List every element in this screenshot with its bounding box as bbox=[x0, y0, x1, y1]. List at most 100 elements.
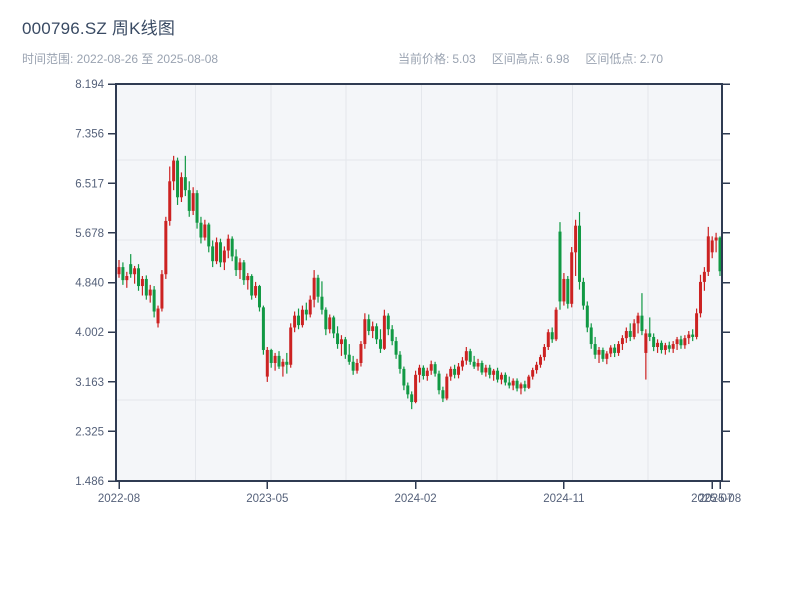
y-tick-label: 1.486 bbox=[75, 476, 104, 488]
candle-body bbox=[285, 361, 289, 365]
candle-body bbox=[297, 315, 301, 326]
candle-body bbox=[679, 339, 683, 346]
range-low-stat: 区间低点: 2.70 bbox=[585, 50, 663, 67]
candle-body bbox=[550, 332, 554, 340]
candle-body bbox=[183, 177, 187, 191]
candle-body bbox=[535, 364, 539, 371]
candle-body bbox=[515, 380, 519, 389]
candle-body bbox=[527, 376, 531, 388]
candle-body bbox=[211, 246, 215, 262]
candle-body bbox=[230, 238, 234, 257]
candle-body bbox=[667, 345, 671, 349]
candle-body bbox=[257, 286, 261, 308]
candle-body bbox=[176, 160, 180, 198]
candle-body bbox=[242, 262, 246, 281]
candle-body bbox=[546, 332, 550, 348]
candle-body bbox=[683, 338, 687, 346]
time-range-text: 时间范围: 2022-08-26 至 2025-08-08 bbox=[22, 52, 219, 66]
candle-body bbox=[433, 364, 437, 374]
y-tick-label: 2.325 bbox=[75, 426, 104, 438]
candle-body bbox=[531, 370, 535, 377]
candle-body bbox=[281, 361, 285, 367]
candle-body bbox=[691, 334, 695, 337]
candle-body bbox=[324, 309, 328, 330]
candle-body bbox=[468, 351, 472, 362]
candle-body bbox=[710, 240, 714, 253]
candle-body bbox=[355, 362, 359, 371]
candle-body bbox=[339, 339, 343, 345]
candle-body bbox=[125, 275, 129, 281]
candle-body bbox=[659, 342, 663, 350]
candle-body bbox=[371, 326, 375, 332]
candle-body bbox=[336, 333, 340, 345]
y-tick-label: 4.840 bbox=[75, 278, 104, 290]
candle-body bbox=[168, 181, 172, 221]
candle-body bbox=[129, 264, 133, 275]
candle-body bbox=[250, 275, 254, 296]
candle-body bbox=[238, 262, 242, 271]
chart-subtitle-row: 时间范围: 2022-08-26 至 2025-08-08 当前价格: 5.03 … bbox=[22, 50, 780, 67]
candle-body bbox=[351, 361, 355, 371]
candle-body bbox=[652, 336, 656, 348]
candle-body bbox=[702, 271, 706, 282]
candle-body bbox=[496, 370, 500, 380]
candle-body bbox=[398, 354, 402, 369]
x-tick-label: 2023-05 bbox=[246, 493, 288, 505]
candle-body bbox=[480, 362, 484, 373]
candle-body bbox=[566, 278, 570, 304]
candle-body bbox=[441, 390, 445, 399]
candle-body bbox=[406, 385, 410, 395]
candle-body bbox=[144, 278, 148, 296]
candle-body bbox=[460, 360, 464, 367]
range-high-value: 6.98 bbox=[546, 52, 570, 66]
candle-body bbox=[289, 327, 293, 365]
x-tick-label: 2024-11 bbox=[543, 493, 584, 505]
candle-body bbox=[663, 345, 667, 350]
candle-body bbox=[195, 193, 199, 223]
candle-body bbox=[378, 339, 382, 349]
candle-body bbox=[172, 160, 176, 182]
price-stats: 当前价格: 5.03 区间高点: 6.98 区间低点: 2.70 bbox=[398, 50, 663, 67]
candle-body bbox=[706, 236, 710, 272]
candle-body bbox=[332, 317, 336, 334]
candle-body bbox=[597, 349, 601, 355]
candle-body bbox=[234, 256, 238, 271]
candle-body bbox=[164, 220, 168, 275]
candle-body bbox=[148, 289, 152, 296]
candle-body bbox=[624, 331, 628, 339]
y-tick-label: 3.163 bbox=[75, 377, 104, 389]
candle-body bbox=[617, 344, 621, 353]
candle-body bbox=[273, 355, 277, 363]
chart-header: 000796.SZ 周K线图 时间范围: 2022-08-26 至 2025-0… bbox=[22, 14, 782, 66]
candle-body bbox=[222, 250, 226, 263]
candle-body bbox=[632, 323, 636, 337]
candle-body bbox=[538, 357, 542, 365]
candle-body bbox=[382, 315, 386, 349]
range-high-label: 区间高点: bbox=[491, 52, 544, 66]
candle-body bbox=[394, 341, 398, 355]
x-tick-label: 2024-02 bbox=[394, 493, 436, 505]
candle-body bbox=[570, 252, 574, 304]
candle-body bbox=[601, 349, 605, 359]
candle-body bbox=[558, 231, 562, 302]
candle-body bbox=[277, 355, 281, 367]
y-tick-label: 7.356 bbox=[75, 129, 104, 141]
candle-body bbox=[375, 326, 379, 340]
candle-body bbox=[484, 367, 488, 373]
candle-body bbox=[215, 242, 219, 262]
candle-body bbox=[156, 308, 160, 324]
candle-body bbox=[675, 339, 679, 345]
candle-body bbox=[218, 242, 222, 263]
candle-body bbox=[421, 367, 425, 377]
plot-background bbox=[116, 84, 722, 481]
candle-body bbox=[574, 225, 578, 253]
candle-body bbox=[207, 224, 211, 247]
candle-body bbox=[261, 307, 265, 350]
x-tick-label: 2025-07 bbox=[691, 493, 733, 505]
candle-body bbox=[687, 334, 691, 339]
candle-body bbox=[562, 278, 566, 302]
candle-body bbox=[304, 309, 308, 315]
candle-body bbox=[648, 333, 652, 337]
candle-body bbox=[472, 361, 476, 367]
